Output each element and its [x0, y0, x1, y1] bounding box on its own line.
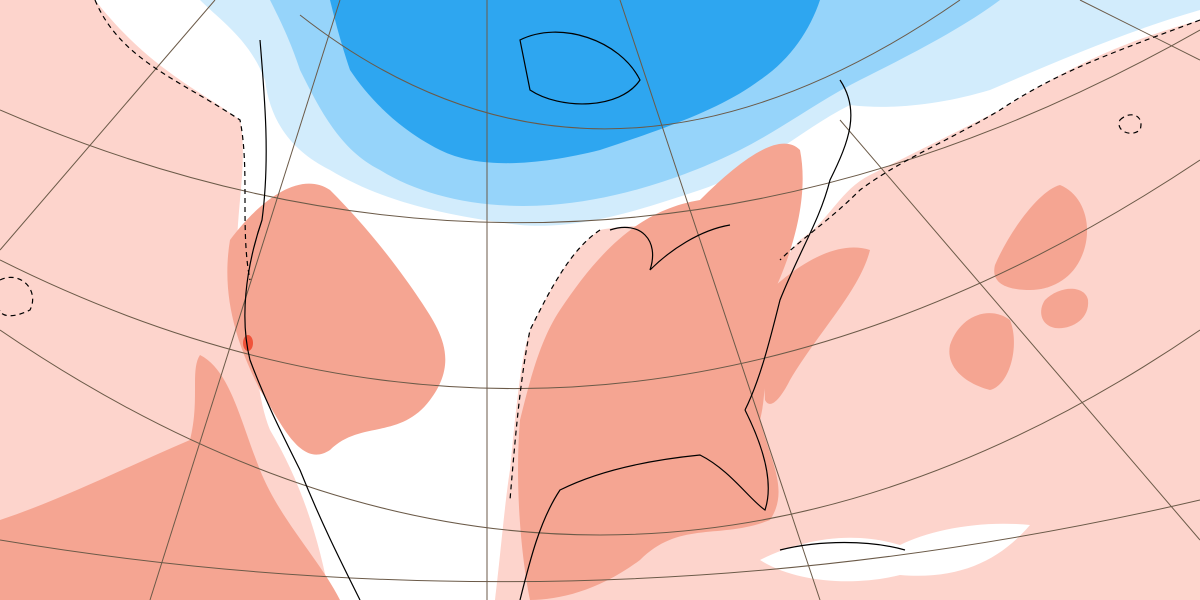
- neutral-caribbean: [760, 523, 1030, 582]
- east-coast: [744, 79, 852, 411]
- gulf-coast: [519, 409, 769, 600]
- warm-medium-atlantic-blob-3: [949, 313, 1014, 390]
- great-lakes: [609, 224, 731, 271]
- longitude-line: [619, 0, 821, 600]
- cold-strong-region: [330, 0, 820, 164]
- warm-medium-atlantic-blob-1: [994, 185, 1088, 290]
- latitude-line: [0, 329, 1200, 536]
- latitude-line: [299, 0, 961, 130]
- contour-line: [94, 0, 251, 281]
- longitude-line: [1079, 0, 1200, 61]
- west-coast: [244, 39, 361, 600]
- longitude-line: [839, 119, 1200, 541]
- warm-medium-atlantic-blob-2: [1041, 288, 1089, 329]
- cuba: [779, 541, 906, 551]
- coastlines: [244, 31, 906, 600]
- warm-medium-west-us: [227, 183, 446, 455]
- warm-medium-pacific: [0, 355, 340, 600]
- contour-line: [1118, 114, 1142, 134]
- latitude-line: [0, 29, 1200, 224]
- warm-medium-east-us: [518, 143, 803, 600]
- latitude-line: [0, 159, 1200, 390]
- latitude-line: [0, 499, 1200, 583]
- contour-line: [509, 229, 601, 501]
- contour-line: [779, 19, 1200, 261]
- warm-medium-atlantic: [760, 247, 870, 404]
- longitude-line: [0, 0, 216, 251]
- zero-contours: [0, 0, 1200, 501]
- hudson-bay: [519, 31, 641, 105]
- contour-line: [0, 276, 34, 317]
- warm-strong-spot: [243, 335, 253, 351]
